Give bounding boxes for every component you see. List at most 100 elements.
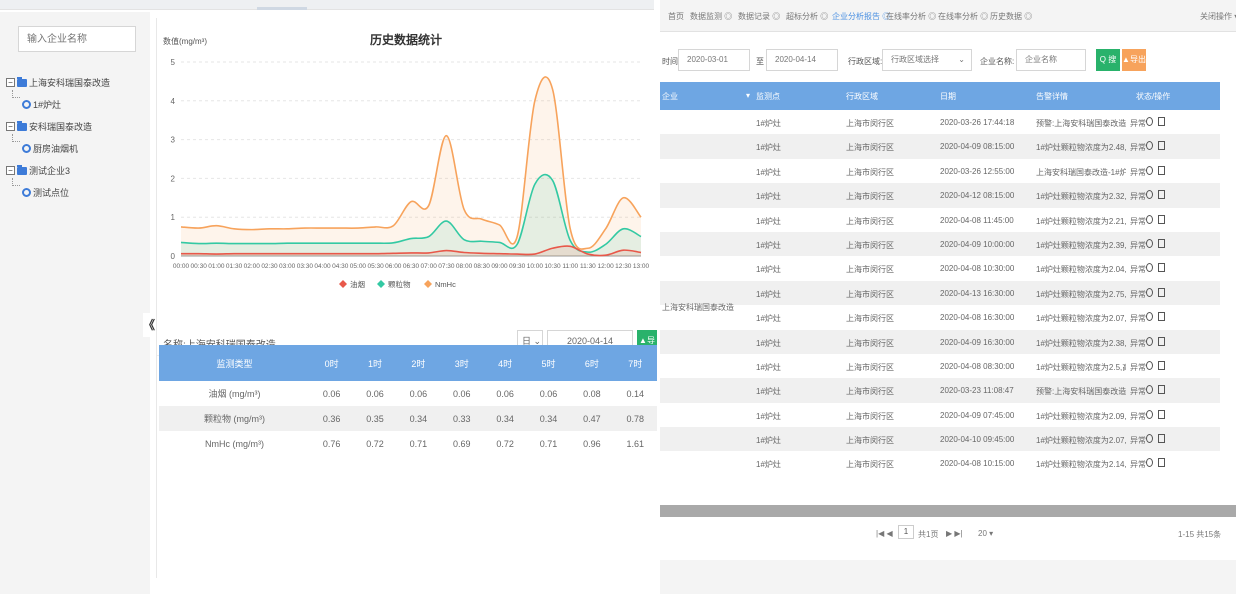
collapse-icon[interactable]: − [6, 122, 15, 131]
table-row[interactable]: 1#炉灶 上海市闵行区 2020-04-09 10:00:00 1#炉灶颗粒物浓度为2… [660, 231, 1220, 257]
company-input[interactable]: 企业名称 [1016, 49, 1086, 71]
company-search-input[interactable] [18, 26, 136, 52]
point-cell: 1#炉灶 [756, 119, 781, 128]
view-icon[interactable] [1146, 214, 1153, 224]
view-icon[interactable] [1146, 263, 1153, 273]
top-bar-accent [257, 7, 307, 10]
view-icon[interactable] [1146, 434, 1153, 444]
table-row[interactable]: 1#炉灶 上海市闵行区 2020-04-12 08:15:00 1#炉灶颗粒物浓度为2… [660, 183, 1220, 208]
sort-icon[interactable]: ▾ [746, 91, 751, 100]
view-icon[interactable] [1146, 360, 1153, 370]
detail-cell: 1#炉灶颗粒物浓度为2.21,高于上限报警值 [1036, 216, 1126, 226]
col-date[interactable]: 日期 [940, 92, 956, 101]
pager-next-last[interactable]: ▶ ▶| [946, 529, 963, 538]
series-line[interactable] [180, 173, 642, 253]
legend-marker[interactable] [377, 280, 385, 288]
view-icon[interactable] [1146, 409, 1153, 419]
view-icon[interactable] [1146, 336, 1153, 346]
col-status[interactable]: 状态/操作 [1136, 92, 1171, 101]
legend-marker[interactable] [339, 280, 347, 288]
end-date-input[interactable]: 2020-04-14 [766, 49, 838, 71]
view-icon[interactable] [1146, 238, 1153, 248]
table-row[interactable]: 1#炉灶 上海市闵行区 2020-04-08 16:30:00 1#炉灶颗粒物浓度为2… [660, 305, 1220, 329]
detail-icon[interactable] [1158, 312, 1165, 322]
collapse-sidebar-button[interactable]: 《 [143, 313, 155, 337]
legend-label[interactable]: 颗粒物 [388, 279, 411, 289]
tree-node-company-3[interactable]: − 测试企业3 [6, 164, 70, 177]
region-select[interactable]: 行政区域选择 ⌄ [882, 49, 972, 71]
view-icon[interactable] [1146, 458, 1153, 468]
view-icon[interactable] [1146, 117, 1153, 126]
pager-first-prev[interactable]: |◀ ◀ [876, 529, 893, 538]
table-row[interactable]: 1#炉灶 上海市闵行区 2020-04-13 16:30:00 1#炉灶颗粒物浓度为2… [660, 280, 1220, 306]
chart-legend[interactable]: 油烟 颗粒物 NmHc [339, 279, 456, 289]
tab-online-rate-1[interactable]: 在线率分析 ◎ [886, 12, 937, 21]
panel-divider [150, 12, 156, 592]
start-date-input[interactable]: 2020-03-01 [678, 49, 750, 71]
tab-online-rate-2[interactable]: 在线率分析 ◎ [938, 12, 989, 21]
view-icon[interactable] [1146, 141, 1153, 151]
region-cell: 上海市闵行区 [846, 411, 894, 421]
tree-node-company-2[interactable]: − 安科瑞国泰改造 [6, 120, 92, 133]
detail-icon[interactable] [1158, 385, 1165, 395]
tree-node-point-2[interactable]: 厨房油烟机 [12, 134, 78, 155]
table-row[interactable]: 1#炉灶 上海市闵行区 2020-03-23 11:08:47 预警:上海安科瑞国泰改… [660, 378, 1220, 403]
view-icon[interactable] [1146, 190, 1153, 200]
table-row[interactable]: 1#炉灶 上海市闵行区 2020-04-08 10:30:00 1#炉灶颗粒物浓度为2… [660, 256, 1220, 280]
table-row[interactable]: 1#炉灶 上海市闵行区 2020-03-26 17:44:18 预警:上海安科瑞国泰改… [660, 110, 1220, 134]
tab-company-report[interactable]: 企业分析报告 ◎ [832, 12, 891, 21]
col-company[interactable]: 企业 [662, 92, 678, 101]
collapse-icon[interactable]: − [6, 166, 15, 175]
page-number-input[interactable]: 1 [898, 525, 914, 539]
region-cell: 上海市闵行区 [846, 314, 894, 324]
page-size-select[interactable]: 20 ▾ [978, 529, 994, 538]
detail-icon[interactable] [1158, 434, 1165, 444]
col-region[interactable]: 行政区域 [846, 92, 878, 101]
detail-icon[interactable] [1158, 336, 1165, 346]
table-row[interactable]: 1#炉灶 上海市闵行区 2020-04-09 16:30:00 1#炉灶颗粒物浓度为2… [660, 329, 1220, 354]
tab-data-record[interactable]: 数据记录 ◎ [738, 12, 781, 21]
view-icon[interactable] [1146, 165, 1153, 175]
collapse-icon[interactable]: − [6, 78, 15, 87]
detail-icon[interactable] [1158, 190, 1165, 200]
table-row[interactable]: 1#炉灶 上海市闵行区 2020-03-26 12:55:00 上海安科瑞国泰改造-1… [660, 159, 1220, 183]
table-row[interactable]: 1#炉灶 上海市闵行区 2020-04-08 10:15:00 1#炉灶颗粒物浓度为2… [660, 451, 1220, 475]
tab-history[interactable]: 历史数据 ◎ [990, 12, 1033, 21]
export-button[interactable]: ▲导出 [1122, 49, 1146, 71]
close-tabs-menu[interactable]: 关闭操作 ▾ [1200, 12, 1236, 21]
legend-label[interactable]: NmHc [435, 280, 456, 289]
table-row[interactable]: 1#炉灶 上海市闵行区 2020-04-10 09:45:00 1#炉灶颗粒物浓度为2… [660, 427, 1220, 452]
tree-node-company-1[interactable]: − 上海安科瑞国泰改造 [6, 76, 110, 89]
date-cell: 2020-03-26 12:55:00 [940, 166, 1015, 176]
detail-icon[interactable] [1158, 409, 1165, 419]
tab-overlimit[interactable]: 超标分析 ◎ [786, 12, 829, 21]
detail-icon[interactable] [1158, 214, 1165, 224]
view-icon[interactable] [1146, 312, 1153, 322]
view-icon[interactable] [1146, 287, 1153, 297]
detail-icon[interactable] [1158, 458, 1165, 468]
detail-icon[interactable] [1158, 360, 1165, 370]
view-icon[interactable] [1146, 385, 1153, 395]
tree-node-point-1[interactable]: 1#炉灶 [12, 90, 61, 111]
series-line[interactable] [180, 245, 642, 257]
legend-label[interactable]: 油烟 [350, 279, 365, 289]
tree-node-point-3[interactable]: 测试点位 [12, 178, 69, 199]
series-line[interactable] [180, 76, 642, 250]
table-row[interactable]: 1#炉灶 上海市闵行区 2020-04-09 08:15:00 1#炉灶颗粒物浓度为2… [660, 134, 1220, 159]
detail-icon[interactable] [1158, 165, 1165, 175]
col-detail[interactable]: 告警详情 [1036, 92, 1068, 101]
legend-marker[interactable] [424, 280, 432, 288]
detail-icon[interactable] [1158, 287, 1165, 297]
tab-home[interactable]: 首页 [668, 12, 684, 21]
col-point[interactable]: 监测点 [756, 92, 780, 101]
detail-icon[interactable] [1158, 238, 1165, 248]
table-row[interactable]: 1#炉灶 上海市闵行区 2020-04-08 08:30:00 1#炉灶颗粒物浓度为2… [660, 354, 1220, 378]
detail-icon[interactable] [1158, 141, 1165, 151]
table-row[interactable]: 1#炉灶 上海市闵行区 2020-04-08 11:45:00 1#炉灶颗粒物浓度为2… [660, 208, 1220, 232]
detail-icon[interactable] [1158, 117, 1165, 126]
table-row[interactable]: 1#炉灶 上海市闵行区 2020-04-09 07:45:00 1#炉灶颗粒物浓度为2… [660, 403, 1220, 427]
search-button[interactable]: Q 搜索 [1096, 49, 1120, 86]
tab-data-monitor[interactable]: 数据监测 ◎ [690, 12, 733, 21]
horizontal-scrollbar[interactable] [660, 505, 1236, 517]
detail-icon[interactable] [1158, 263, 1165, 273]
